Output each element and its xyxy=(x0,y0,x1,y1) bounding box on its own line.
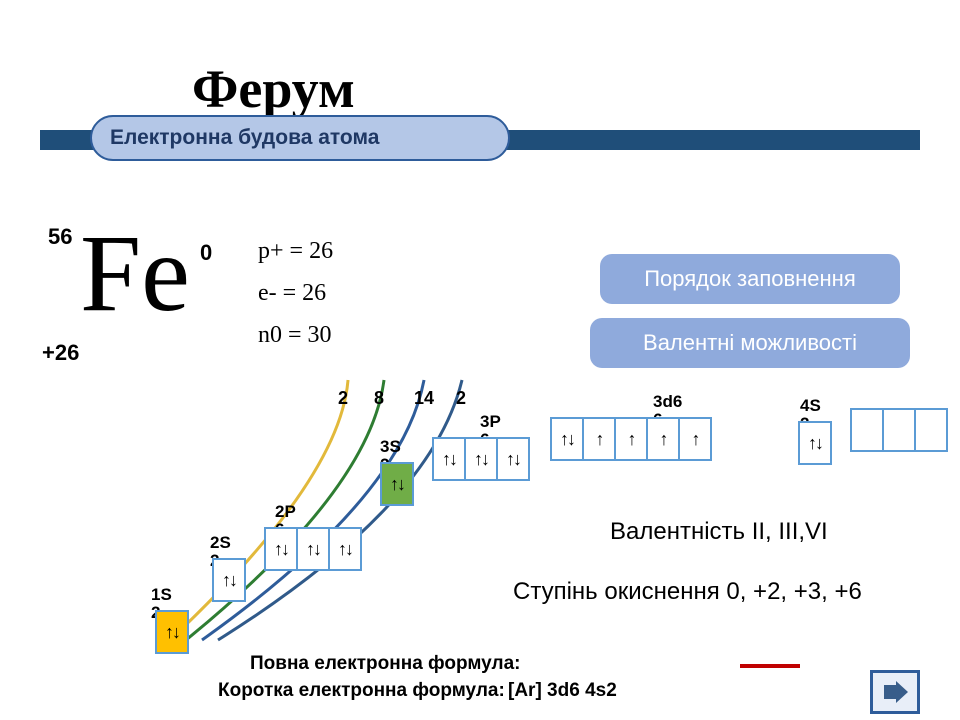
orbital-cell xyxy=(850,408,884,452)
next-slide-button[interactable] xyxy=(870,670,920,714)
full-formula-label: Повна електронна формула: xyxy=(250,653,520,675)
orbital-cell: ↑ xyxy=(614,417,648,461)
orbital-cell: ↑ xyxy=(582,417,616,461)
orbital-cell xyxy=(882,408,916,452)
protons-line: p+ = 26 xyxy=(258,238,333,265)
header-lozenge-text: Електронна будова атома xyxy=(110,126,379,150)
orbital-2s: ↑↓ xyxy=(212,558,246,602)
oxidation-text: Ступінь окиснення 0, +2, +3, +6 xyxy=(513,578,933,606)
orbital-cell: ↑↓ xyxy=(328,527,362,571)
orbital-cell: ↑ xyxy=(646,417,680,461)
slide-root: { "title": { "text": "Ферум", "fontsize"… xyxy=(0,0,960,720)
electrons-line: e- = 26 xyxy=(258,280,326,307)
orbital-cell: ↑↓ xyxy=(798,421,832,465)
shell-count: 8 xyxy=(374,388,384,409)
shell-count: 2 xyxy=(456,388,466,409)
short-formula-label: Коротка електронна формула: xyxy=(218,680,505,702)
header-lozenge: Електронна будова атома xyxy=(90,115,510,161)
orbital-4s: ↑↓ xyxy=(798,421,832,465)
orbital-cell: ↑↓ xyxy=(296,527,330,571)
orbital-cell: ↑↓ xyxy=(264,527,298,571)
accent-underline xyxy=(740,664,800,668)
orbital-3p: ↑↓↑↓↑↓ xyxy=(432,437,530,481)
shell-count: 2 xyxy=(338,388,348,409)
element-atomic-number: +26 xyxy=(42,340,79,366)
element-charge: 0 xyxy=(200,240,212,266)
page-title: Ферум xyxy=(192,58,355,120)
orbital-4p xyxy=(850,408,948,452)
valence-opts-label: Валентні можливості xyxy=(643,331,857,355)
orbital-cell: ↑↓ xyxy=(432,437,466,481)
orbital-3s: ↑↓ xyxy=(380,462,414,506)
fill-order-button[interactable]: Порядок заповнення xyxy=(600,254,900,304)
short-formula-value: [Ar] 3d6 4s2 xyxy=(508,680,617,702)
element-mass: 56 xyxy=(48,224,72,250)
orbital-cell: ↑↓ xyxy=(550,417,584,461)
orbital-cell: ↑↓ xyxy=(212,558,246,602)
fill-order-label: Порядок заповнення xyxy=(644,267,856,291)
orbital-cell: ↑ xyxy=(678,417,712,461)
orbital-cell: ↑↓ xyxy=(380,462,414,506)
orbital-2p: ↑↓↑↓↑↓ xyxy=(264,527,362,571)
orbital-cell xyxy=(914,408,948,452)
valence-opts-button[interactable]: Валентні можливості xyxy=(590,318,910,368)
orbital-1s: ↑↓ xyxy=(155,610,189,654)
arrow-right-icon xyxy=(882,681,908,703)
element-symbol: Fe xyxy=(80,210,190,337)
orbital-cell: ↑↓ xyxy=(496,437,530,481)
valency-text: Валентність ІІ, ІІІ,VI xyxy=(610,518,930,546)
neutrons-line: n0 = 30 xyxy=(258,322,332,349)
orbital-3d: ↑↓↑↑↑↑ xyxy=(550,417,712,461)
orbital-cell: ↑↓ xyxy=(155,610,189,654)
orbital-cell: ↑↓ xyxy=(464,437,498,481)
shell-count: 14 xyxy=(414,388,434,409)
